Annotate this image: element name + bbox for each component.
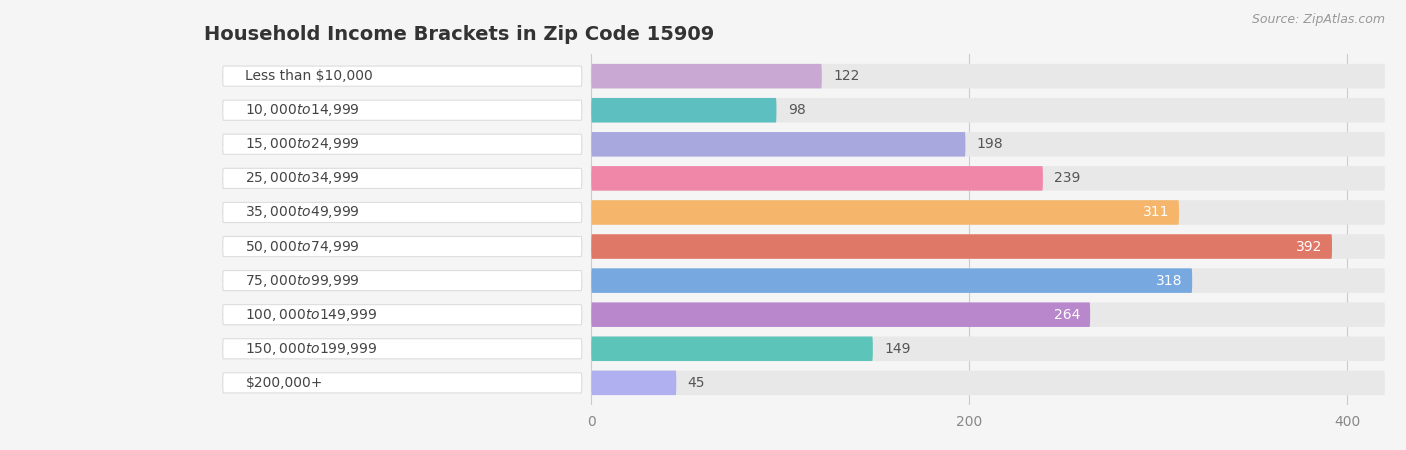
Text: 122: 122 — [834, 69, 859, 83]
FancyBboxPatch shape — [592, 234, 1385, 259]
Text: Less than $10,000: Less than $10,000 — [246, 69, 373, 83]
Text: Household Income Brackets in Zip Code 15909: Household Income Brackets in Zip Code 15… — [204, 25, 714, 44]
FancyBboxPatch shape — [592, 371, 676, 395]
FancyBboxPatch shape — [592, 166, 1043, 191]
FancyBboxPatch shape — [222, 100, 582, 120]
FancyBboxPatch shape — [592, 64, 821, 88]
Text: 149: 149 — [884, 342, 911, 356]
Text: 98: 98 — [787, 103, 806, 117]
Text: $50,000 to $74,999: $50,000 to $74,999 — [246, 238, 360, 255]
FancyBboxPatch shape — [222, 168, 582, 189]
Text: 198: 198 — [977, 137, 1004, 151]
FancyBboxPatch shape — [592, 64, 1385, 88]
FancyBboxPatch shape — [222, 373, 582, 393]
FancyBboxPatch shape — [592, 371, 1385, 395]
FancyBboxPatch shape — [592, 98, 1385, 122]
FancyBboxPatch shape — [222, 270, 582, 291]
Text: 318: 318 — [1156, 274, 1182, 288]
FancyBboxPatch shape — [592, 302, 1090, 327]
FancyBboxPatch shape — [592, 302, 1385, 327]
FancyBboxPatch shape — [222, 66, 582, 86]
Text: 239: 239 — [1054, 171, 1081, 185]
FancyBboxPatch shape — [592, 132, 1385, 157]
FancyBboxPatch shape — [222, 202, 582, 222]
Text: $150,000 to $199,999: $150,000 to $199,999 — [246, 341, 378, 357]
FancyBboxPatch shape — [592, 166, 1385, 191]
FancyBboxPatch shape — [592, 268, 1192, 293]
FancyBboxPatch shape — [592, 268, 1385, 293]
FancyBboxPatch shape — [222, 237, 582, 256]
FancyBboxPatch shape — [592, 98, 776, 122]
Text: 392: 392 — [1296, 239, 1323, 253]
FancyBboxPatch shape — [592, 337, 1385, 361]
FancyBboxPatch shape — [592, 337, 873, 361]
Text: 311: 311 — [1143, 206, 1170, 220]
Text: 45: 45 — [688, 376, 706, 390]
Text: 264: 264 — [1054, 308, 1081, 322]
FancyBboxPatch shape — [592, 234, 1331, 259]
FancyBboxPatch shape — [222, 134, 582, 154]
FancyBboxPatch shape — [592, 132, 966, 157]
Text: Source: ZipAtlas.com: Source: ZipAtlas.com — [1251, 14, 1385, 27]
Text: $75,000 to $99,999: $75,000 to $99,999 — [246, 273, 360, 288]
FancyBboxPatch shape — [592, 200, 1180, 225]
Text: $35,000 to $49,999: $35,000 to $49,999 — [246, 204, 360, 220]
FancyBboxPatch shape — [592, 200, 1385, 225]
Text: $10,000 to $14,999: $10,000 to $14,999 — [246, 102, 360, 118]
FancyBboxPatch shape — [222, 339, 582, 359]
FancyBboxPatch shape — [222, 305, 582, 325]
Text: $25,000 to $34,999: $25,000 to $34,999 — [246, 171, 360, 186]
Text: $200,000+: $200,000+ — [246, 376, 323, 390]
Text: $15,000 to $24,999: $15,000 to $24,999 — [246, 136, 360, 152]
Text: $100,000 to $149,999: $100,000 to $149,999 — [246, 307, 378, 323]
